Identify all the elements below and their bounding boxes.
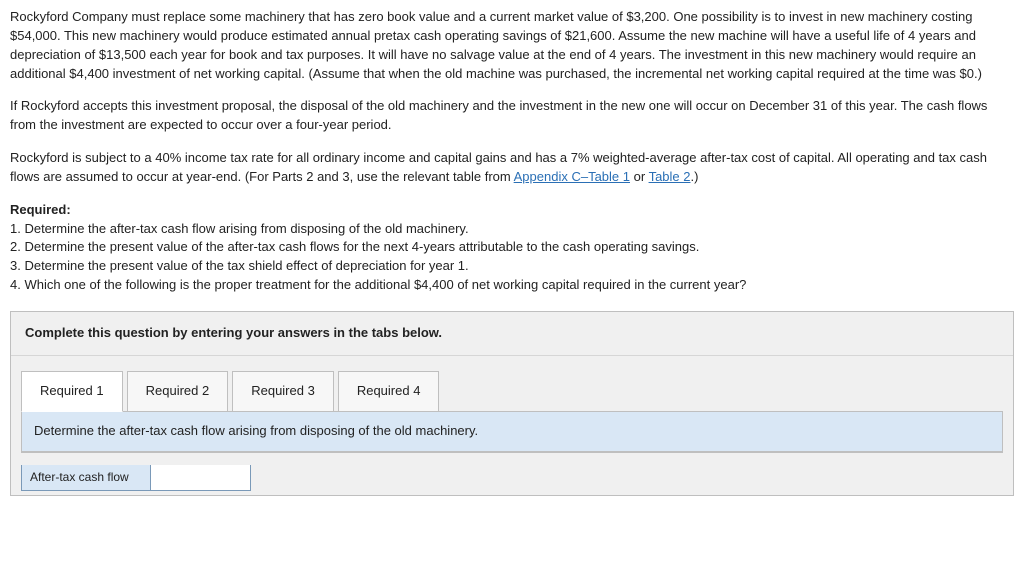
active-tab-instruction: Determine the after-tax cash flow arisin…: [22, 412, 1002, 452]
p3-suffix: .): [690, 169, 698, 184]
appendix-link-2[interactable]: Table 2: [649, 169, 691, 184]
required-item-2: 2. Determine the present value of the af…: [10, 238, 1014, 257]
problem-paragraph-3: Rockyford is subject to a 40% income tax…: [10, 149, 1014, 187]
problem-paragraph-2: If Rockyford accepts this investment pro…: [10, 97, 1014, 135]
tab-required-1[interactable]: Required 1: [21, 371, 123, 412]
tab-required-2[interactable]: Required 2: [127, 371, 229, 412]
required-heading: Required:: [10, 201, 1014, 220]
required-item-3: 3. Determine the present value of the ta…: [10, 257, 1014, 276]
after-tax-cash-flow-input[interactable]: [151, 465, 250, 490]
required-section: Required: 1. Determine the after-tax cas…: [10, 201, 1014, 295]
input-row: After-tax cash flow: [21, 465, 1003, 491]
answer-panel: Complete this question by entering your …: [10, 311, 1014, 496]
tabs-row: Required 1 Required 2 Required 3 Require…: [11, 356, 1013, 411]
problem-paragraph-1: Rockyford Company must replace some mach…: [10, 8, 1014, 83]
answer-instruction: Complete this question by entering your …: [11, 312, 1013, 356]
required-item-4: 4. Which one of the following is the pro…: [10, 276, 1014, 295]
p3-mid: or: [630, 169, 649, 184]
input-label-after-tax: After-tax cash flow: [21, 465, 151, 491]
p3-prefix: Rockyford is subject to a 40% income tax…: [10, 150, 987, 184]
tab-content: Determine the after-tax cash flow arisin…: [21, 411, 1003, 453]
input-cell-after-tax: [151, 465, 251, 491]
tab-required-3[interactable]: Required 3: [232, 371, 334, 412]
required-item-1: 1. Determine the after-tax cash flow ari…: [10, 220, 1014, 239]
appendix-link-1[interactable]: Appendix C–Table 1: [514, 169, 630, 184]
tab-required-4[interactable]: Required 4: [338, 371, 440, 412]
